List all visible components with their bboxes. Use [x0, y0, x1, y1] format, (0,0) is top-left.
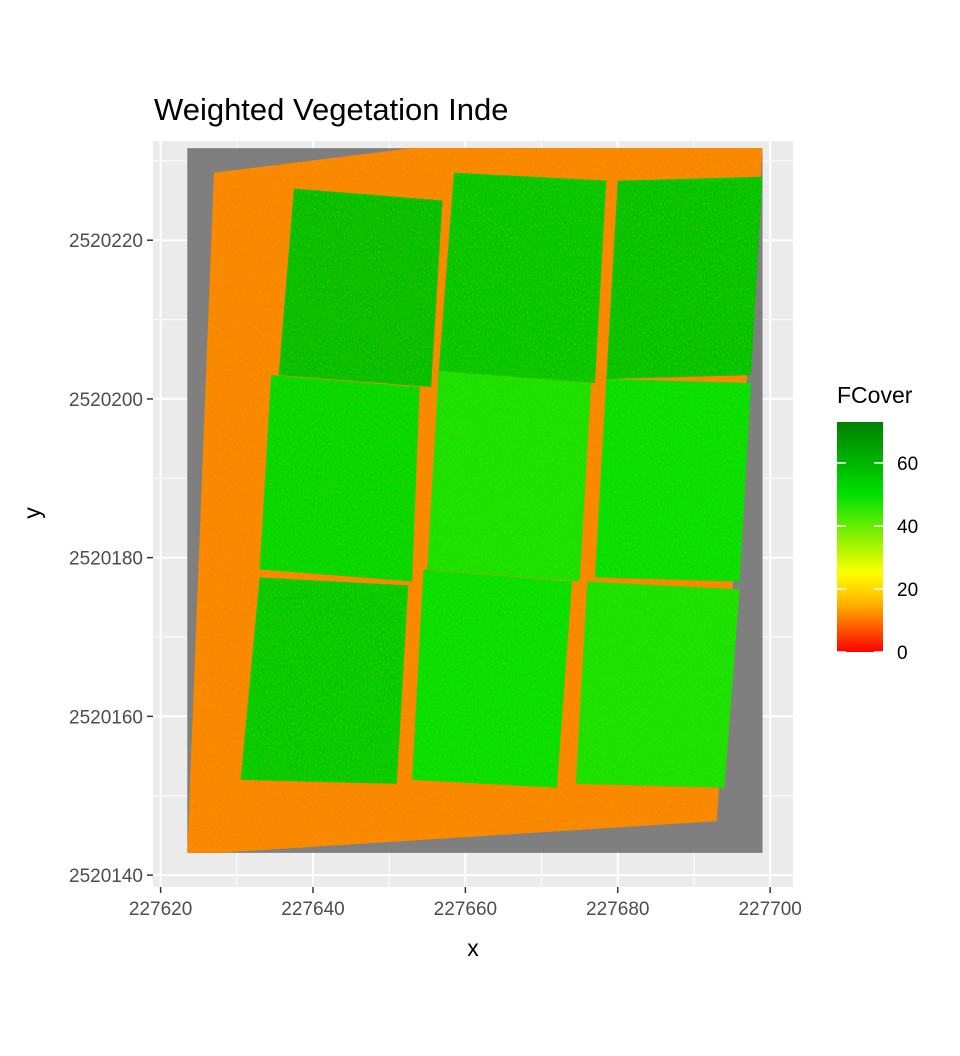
legend: FCover 0 20 40 60: [837, 382, 918, 664]
y-axis-title: y: [19, 507, 45, 519]
legend-tick-label: 20: [897, 580, 918, 601]
chart-title: Weighted Vegetation Inde: [154, 92, 509, 127]
x-axis: 227620 227640 227660 227680 227700: [129, 887, 802, 920]
legend-colorbar: [837, 422, 883, 652]
legend-tick-label: 0: [897, 643, 908, 664]
plot-cell-1: [278, 188, 443, 388]
x-axis-title: x: [467, 935, 479, 961]
plot-cell-texture: [575, 581, 740, 788]
x-tick-label: 227640: [281, 899, 344, 920]
x-tick-label: 227680: [586, 899, 649, 920]
plot-cell-texture: [278, 188, 443, 388]
x-tick-label: 227700: [738, 899, 801, 920]
plot-cell-3: [606, 176, 763, 380]
legend-ticks: 0 20 40 60: [837, 454, 918, 664]
plot-cell-9: [575, 581, 740, 788]
plot-cell-texture: [594, 379, 752, 582]
y-tick-label: 2520140: [69, 866, 143, 887]
plot-cell-texture: [240, 577, 409, 784]
x-tick-label: 227620: [129, 899, 192, 920]
plot-cell-8: [412, 569, 573, 788]
plot-cell-4: [259, 375, 420, 582]
plot-cell-texture: [412, 569, 573, 788]
plot-cell-2: [438, 172, 607, 384]
plot-cell-texture: [259, 375, 420, 582]
legend-title: FCover: [837, 382, 913, 408]
plot-cell-5: [427, 371, 592, 582]
y-tick-label: 2520180: [69, 549, 143, 570]
y-tick-label: 2520160: [69, 707, 143, 728]
plot-cells: [240, 172, 763, 788]
plot-cell-7: [240, 577, 409, 784]
plot-cell-6: [594, 379, 752, 582]
legend-tick-label: 60: [897, 454, 918, 475]
y-tick-label: 2520200: [69, 390, 143, 411]
plot-cell-texture: [606, 176, 763, 380]
plot-cell-texture: [438, 172, 607, 384]
plot-cell-texture: [427, 371, 592, 582]
legend-tick-label: 40: [897, 517, 918, 538]
y-tick-label: 2520220: [69, 231, 143, 252]
x-tick-label: 227660: [434, 899, 497, 920]
y-axis: 2520140 2520160 2520180 2520200 2520220: [69, 231, 153, 887]
